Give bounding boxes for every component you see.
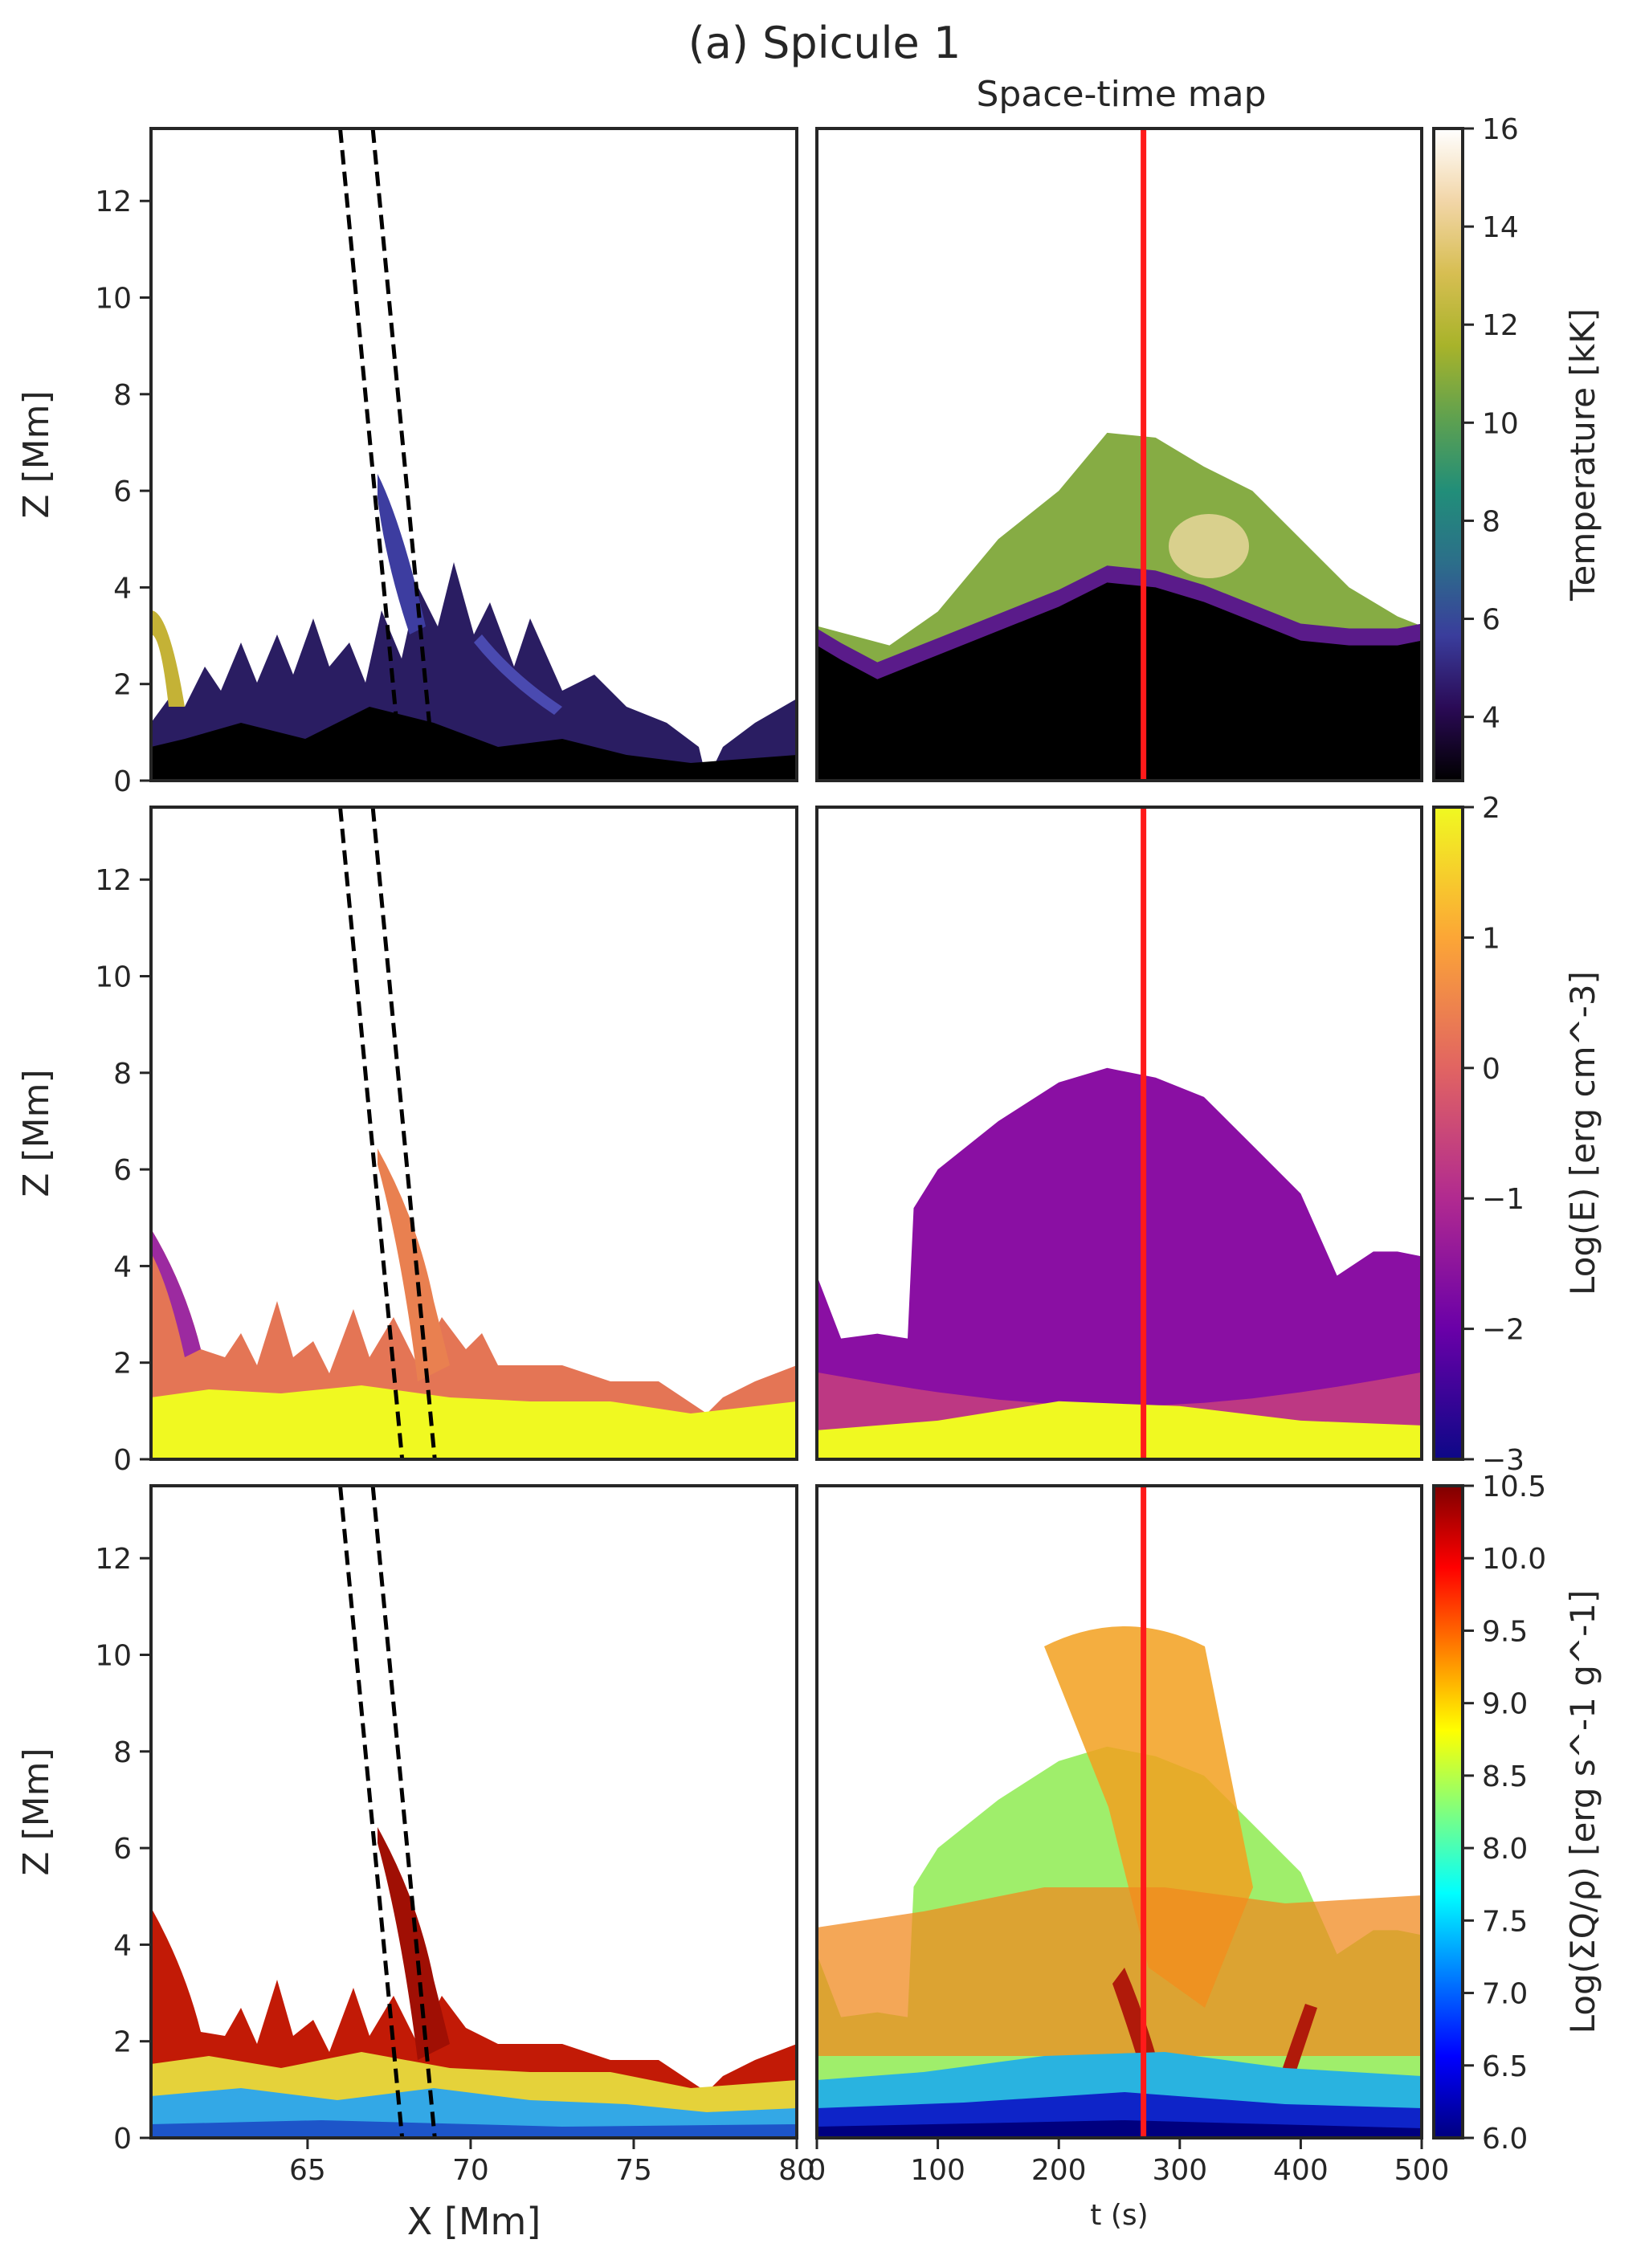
y-tick-label: 4: [113, 1929, 132, 1962]
slit-line: [338, 128, 405, 781]
colorbar-label: Log(E) [erg cm^-3]: [1563, 971, 1602, 1295]
x-tick-label: 100: [910, 2154, 965, 2187]
y-tick-label: 12: [95, 864, 132, 897]
y-tick-label: 12: [95, 186, 132, 218]
x-tick-label: 200: [1031, 2154, 1087, 2187]
colorbar-tick-label: 2: [1482, 792, 1500, 825]
energy-spacetime-panel: [817, 807, 1422, 1459]
temperature-map-panel: [151, 128, 797, 781]
colorbar-tick-label: 6.5: [1482, 2050, 1528, 2083]
y-tick-label: 10: [95, 961, 132, 994]
colorbar-tick-label: 4: [1482, 702, 1500, 735]
y-tick-label: 12: [95, 1543, 132, 1576]
colorbar-tick-label: 8.5: [1482, 1760, 1528, 1793]
x-tick-label: 80: [778, 2154, 815, 2187]
heating-spacetime-panel: [817, 1486, 1422, 2138]
colorbar-tick-label: 16: [1482, 113, 1519, 146]
y-axis-label: Z [Mm]: [16, 1069, 57, 1197]
y-tick-label: 8: [113, 1058, 132, 1091]
y-tick-label: 2: [113, 1348, 132, 1381]
figure-title: (a) Spicule 1: [688, 18, 961, 68]
colorbar-label: Log(ΣQ/ρ) [erg s^-1 g^-1]: [1563, 1590, 1602, 2034]
colorbar-tick-label: 6: [1482, 604, 1500, 637]
y-tick-label: 0: [113, 1444, 132, 1477]
colorbar-tick-label: 10.0: [1482, 1543, 1546, 1576]
slit-line: [338, 1485, 405, 2139]
colorbar-tick-label: −2: [1482, 1314, 1525, 1347]
spacetime-panel-frame: [815, 127, 1423, 782]
colorbar-label: Temperature [kK]: [1563, 308, 1602, 602]
y-tick-label: 6: [113, 1154, 132, 1187]
colorbar-tick-label: 12: [1482, 309, 1519, 342]
spacetime-title: Space-time map: [976, 74, 1266, 115]
slit-line: [370, 128, 437, 781]
y-axis-label: Z [Mm]: [16, 390, 57, 518]
spacetime-panel-frame: [815, 1484, 1423, 2140]
y-tick-label: 2: [113, 2026, 132, 2059]
x-tick-label: 70: [452, 2154, 489, 2187]
slit-line: [338, 806, 405, 1460]
colorbar-tick-label: 9.0: [1482, 1688, 1528, 1721]
slit-line: [370, 1485, 437, 2139]
y-tick-label: 0: [113, 2123, 132, 2156]
slit-line: [370, 806, 437, 1460]
y-tick-label: 2: [113, 669, 132, 702]
x-tick-label: 500: [1394, 2154, 1450, 2187]
map-panel-frame: [149, 127, 798, 782]
colorbar-tick-label: 7.0: [1482, 1978, 1528, 2011]
colorbar-tick-label: 8.0: [1482, 1833, 1528, 1866]
colorbar-tick-label: 10.5: [1482, 1471, 1546, 1503]
map-panel-frame: [149, 806, 798, 1461]
x-tick-label: 400: [1273, 2154, 1329, 2187]
map-panel-frame: [149, 1484, 798, 2140]
x-tick-label: 65: [289, 2154, 326, 2187]
y-tick-label: 0: [113, 765, 132, 798]
x-tick-label: 0: [808, 2154, 827, 2187]
colorbar-tick-label: 0: [1482, 1053, 1500, 1086]
spacetime-panel-frame: [815, 806, 1423, 1461]
y-tick-label: 4: [113, 1250, 132, 1283]
y-tick-label: 10: [95, 283, 132, 316]
colorbar-tick-label: 6.0: [1482, 2123, 1528, 2156]
colorbar-tick-label: 10: [1482, 407, 1519, 440]
colorbar-heating: [1432, 1484, 1464, 2140]
y-tick-label: 8: [113, 1736, 132, 1769]
y-axis-label: Z [Mm]: [16, 1748, 57, 1875]
x-tick-label: 75: [615, 2154, 652, 2187]
y-tick-label: 6: [113, 475, 132, 508]
x-axis-label: t (s): [1090, 2199, 1148, 2232]
heating-map-panel: [151, 1486, 797, 2138]
colorbar-tick-label: −3: [1482, 1444, 1525, 1477]
x-axis-label: X [Mm]: [407, 2200, 541, 2243]
colorbar-tick-label: 9.5: [1482, 1615, 1528, 1648]
y-tick-label: 8: [113, 379, 132, 412]
colorbar-tick-label: 7.5: [1482, 1905, 1528, 1938]
temperature-spacetime-panel: [817, 128, 1422, 781]
colorbar-tick-label: −1: [1482, 1183, 1525, 1216]
colorbar-tick-label: 1: [1482, 922, 1500, 955]
energy-map-panel: [151, 807, 797, 1459]
y-tick-label: 4: [113, 572, 132, 605]
y-tick-label: 10: [95, 1640, 132, 1673]
y-tick-label: 6: [113, 1833, 132, 1866]
colorbar-tick-label: 14: [1482, 211, 1519, 244]
colorbar-energy: [1432, 806, 1464, 1461]
colorbar-temperature: [1432, 127, 1464, 782]
x-tick-label: 300: [1152, 2154, 1207, 2187]
colorbar-tick-label: 8: [1482, 505, 1500, 538]
